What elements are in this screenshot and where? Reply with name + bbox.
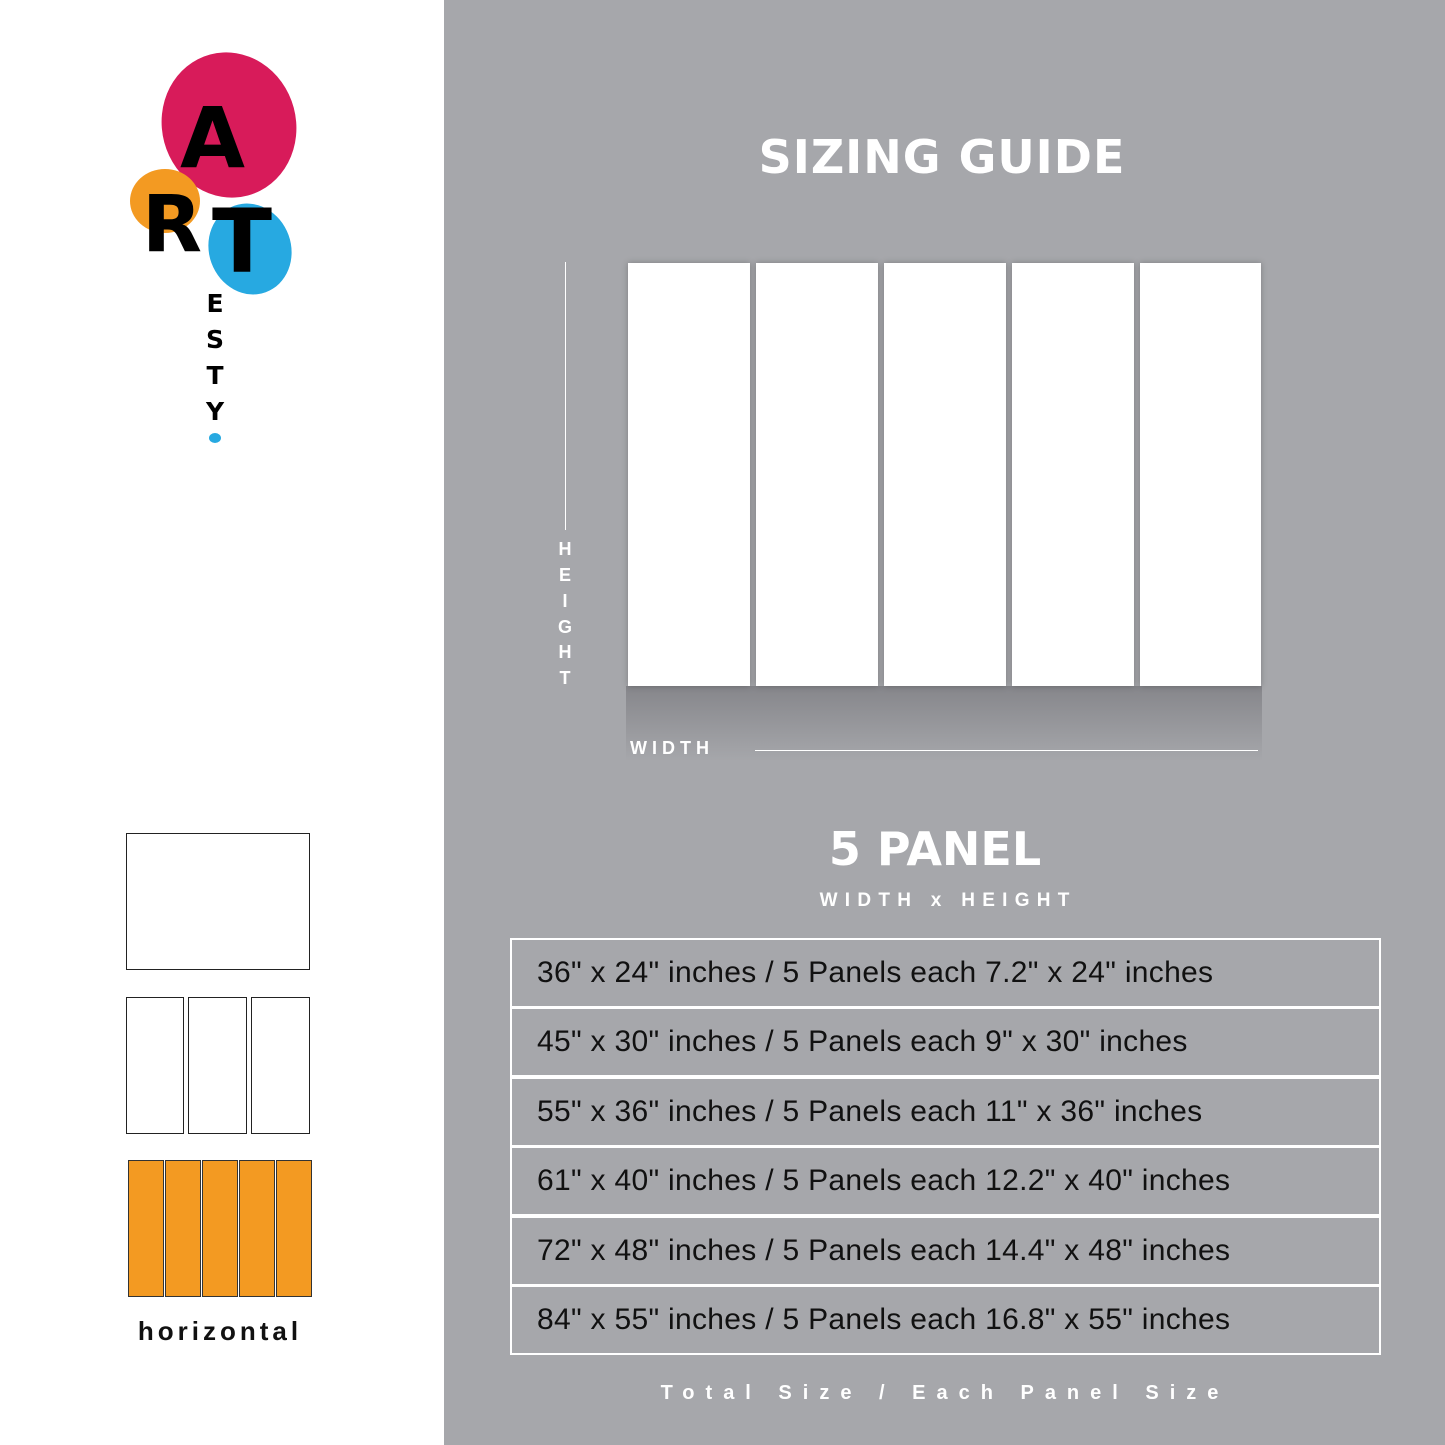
height-letter: I <box>562 591 568 611</box>
logo-letter-t: T <box>212 190 273 293</box>
height-letter: H <box>558 539 572 559</box>
layout-triptych-panel <box>188 997 247 1134</box>
layout-triptych-panel <box>126 997 184 1134</box>
canvas-panel <box>756 263 878 686</box>
layout-5panel-panel <box>276 1160 312 1297</box>
canvas-panel <box>1012 263 1134 686</box>
logo-sub-e: E <box>206 289 224 318</box>
layout-single-icon <box>126 833 310 970</box>
size-row: 45" x 30" inches / 5 Panels each 9" x 30… <box>510 1007 1381 1077</box>
section-title: 5 PANEL <box>828 822 1042 876</box>
page-title: SIZING GUIDE <box>758 130 1126 184</box>
height-line <box>565 262 566 530</box>
size-row: 61" x 40" inches / 5 Panels each 12.2" x… <box>510 1146 1381 1216</box>
layout-5panel-panel <box>165 1160 201 1297</box>
canvas-panel <box>1140 263 1261 686</box>
layout-5panel-panel <box>202 1160 238 1297</box>
table-caption: Total Size / Each Panel Size <box>660 1382 1230 1404</box>
panel-reflection <box>626 686 1262 761</box>
height-letter: G <box>557 617 572 637</box>
logo-sub-s: S <box>205 325 224 354</box>
canvas-panel <box>628 263 750 686</box>
size-row: 36" x 24" inches / 5 Panels each 7.2" x … <box>510 938 1381 1008</box>
height-letter: E <box>558 565 571 585</box>
size-row: 72" x 48" inches / 5 Panels each 14.4" x… <box>510 1216 1381 1286</box>
canvas-panel <box>884 263 1006 686</box>
logo-blobs <box>130 52 297 443</box>
layout-5panel-panel <box>239 1160 275 1297</box>
logo-sub-t: T <box>206 361 224 390</box>
size-row: 84" x 55" inches / 5 Panels each 16.8" x… <box>510 1285 1381 1355</box>
layout-label: horizontal <box>137 1316 303 1346</box>
logo-sub-y: Y <box>205 397 225 426</box>
layout-5panel-panel <box>128 1160 164 1297</box>
logo-letter-a: A <box>180 89 246 187</box>
height-letter: H <box>558 642 572 662</box>
size-row: 55" x 36" inches / 5 Panels each 11" x 3… <box>510 1077 1381 1147</box>
height-letter: T <box>559 668 571 688</box>
logo-letter-r: R <box>142 180 203 270</box>
logo: A R T E S T Y <box>0 0 444 460</box>
width-line <box>755 750 1258 751</box>
layout-triptych-panel <box>251 997 310 1134</box>
section-subtitle: W I D T H x H E I G H T <box>819 890 1071 911</box>
width-label: W I D T H <box>630 738 709 758</box>
